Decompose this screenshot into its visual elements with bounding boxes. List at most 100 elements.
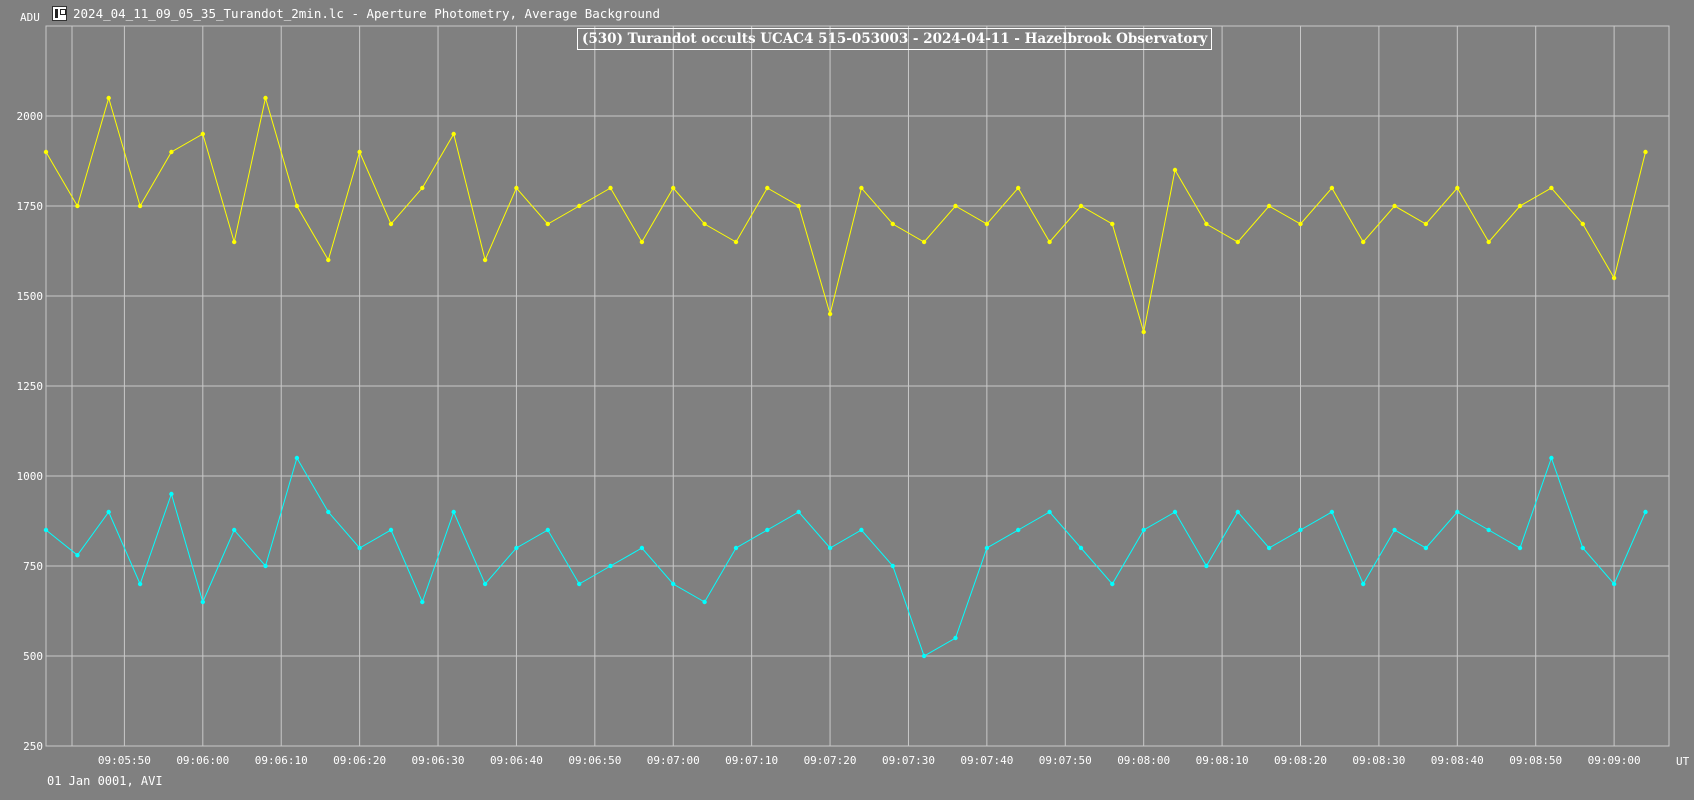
data-point — [890, 563, 895, 569]
data-point — [451, 131, 456, 137]
y-tick-label: 1000 — [17, 470, 44, 483]
data-point — [1235, 239, 1241, 245]
data-point — [75, 203, 80, 209]
data-point — [765, 527, 770, 533]
y-tick-label: 2000 — [17, 110, 44, 123]
data-point — [1110, 581, 1115, 587]
data-point — [200, 599, 205, 605]
data-point — [1078, 203, 1084, 209]
data-point — [859, 185, 864, 191]
data-point — [608, 185, 613, 191]
data-point — [671, 185, 676, 191]
data-point — [1423, 545, 1429, 551]
data-point — [1392, 203, 1397, 209]
x-tick-label: 09:08:30 — [1352, 754, 1405, 767]
data-point — [1141, 329, 1146, 335]
data-point — [1580, 545, 1586, 551]
data-point — [733, 239, 739, 245]
data-point — [1455, 509, 1460, 515]
light-curve-app-icon — [52, 5, 67, 21]
data-point — [545, 221, 550, 227]
data-point — [326, 509, 331, 515]
x-tick-label: 09:08:50 — [1509, 754, 1562, 767]
chart-title: (530) Turandot occults UCAC4 515-053003 … — [577, 28, 1213, 50]
data-point — [1266, 545, 1272, 551]
data-point — [1517, 545, 1523, 551]
x-tick-label: 09:06:10 — [255, 754, 308, 767]
data-point — [1423, 221, 1429, 227]
data-point — [608, 563, 613, 569]
x-tick-label: 09:08:10 — [1196, 754, 1249, 767]
x-tick-label: 09:06:50 — [568, 754, 621, 767]
window-title: 2024_04_11_09_05_35_Turandot_2min.lc - A… — [73, 5, 660, 21]
y-tick-label: 1500 — [17, 290, 44, 303]
data-point — [169, 491, 174, 497]
data-point — [1266, 203, 1272, 209]
x-tick-label: 09:05:50 — [98, 754, 151, 767]
data-point — [232, 527, 237, 533]
data-point — [1047, 509, 1052, 515]
y-tick-label: 750 — [23, 560, 43, 573]
data-point — [263, 563, 268, 569]
data-point — [1517, 203, 1523, 209]
x-tick-label: 09:08:40 — [1431, 754, 1484, 767]
x-tick-label: 09:07:00 — [647, 754, 700, 767]
y-axis-label: ADU — [20, 11, 40, 24]
x-tick-label: 09:09:00 — [1588, 754, 1641, 767]
x-tick-label: 09:06:30 — [412, 754, 465, 767]
data-point — [1204, 221, 1209, 227]
data-point — [796, 509, 801, 515]
data-point — [482, 581, 488, 587]
x-tick-label: 09:07:20 — [804, 754, 857, 767]
data-point — [1611, 275, 1617, 281]
data-point — [1047, 239, 1052, 245]
y-tick-label: 250 — [23, 740, 43, 753]
data-point — [921, 239, 927, 245]
data-point — [1172, 167, 1178, 173]
data-point — [357, 545, 362, 551]
x-tick-label: 09:07:50 — [1039, 754, 1092, 767]
data-point — [1549, 185, 1554, 191]
data-point — [1549, 455, 1554, 461]
x-tick-label: 09:07:30 — [882, 754, 935, 767]
data-point — [984, 545, 990, 551]
x-tick-label: 09:06:20 — [333, 754, 386, 767]
x-tick-label: 09:06:00 — [176, 754, 229, 767]
x-tick-label: 09:08:20 — [1274, 754, 1327, 767]
footer-date: 01 Jan 0001, AVI — [47, 774, 163, 788]
window-header: 2024_04_11_09_05_35_Turandot_2min.lc - A… — [52, 4, 660, 22]
data-point — [1486, 527, 1491, 533]
data-point — [420, 599, 425, 605]
data-point — [1455, 185, 1460, 191]
data-point — [639, 545, 645, 551]
data-point — [1172, 509, 1178, 515]
data-point — [106, 95, 111, 101]
data-point — [169, 149, 174, 155]
data-point — [765, 185, 770, 191]
data-point — [1141, 527, 1146, 533]
series-line — [45, 456, 1646, 657]
data-point — [43, 149, 49, 155]
data-point — [1235, 509, 1241, 515]
data-point — [1643, 149, 1648, 155]
data-point — [514, 545, 519, 551]
data-point — [388, 527, 394, 533]
data-point — [1361, 239, 1366, 245]
data-point — [232, 239, 237, 245]
data-point — [326, 257, 331, 263]
x-tick-label: 09:07:40 — [960, 754, 1013, 767]
data-point — [1329, 509, 1335, 515]
data-point — [545, 527, 550, 533]
data-point — [482, 257, 488, 263]
data-point — [200, 131, 205, 137]
x-axis-label: UT — [1676, 755, 1690, 768]
data-point — [263, 95, 268, 101]
y-tick-labels: 250 500 750 1000 1250 1500 1750 2000 — [17, 110, 44, 753]
data-point — [827, 545, 833, 551]
data-point — [984, 221, 990, 227]
x-tick-label: 09:08:00 — [1117, 754, 1170, 767]
x-tick-label: 09:07:10 — [725, 754, 778, 767]
data-point — [1204, 563, 1209, 569]
data-point — [294, 203, 300, 209]
data-point — [357, 149, 362, 155]
